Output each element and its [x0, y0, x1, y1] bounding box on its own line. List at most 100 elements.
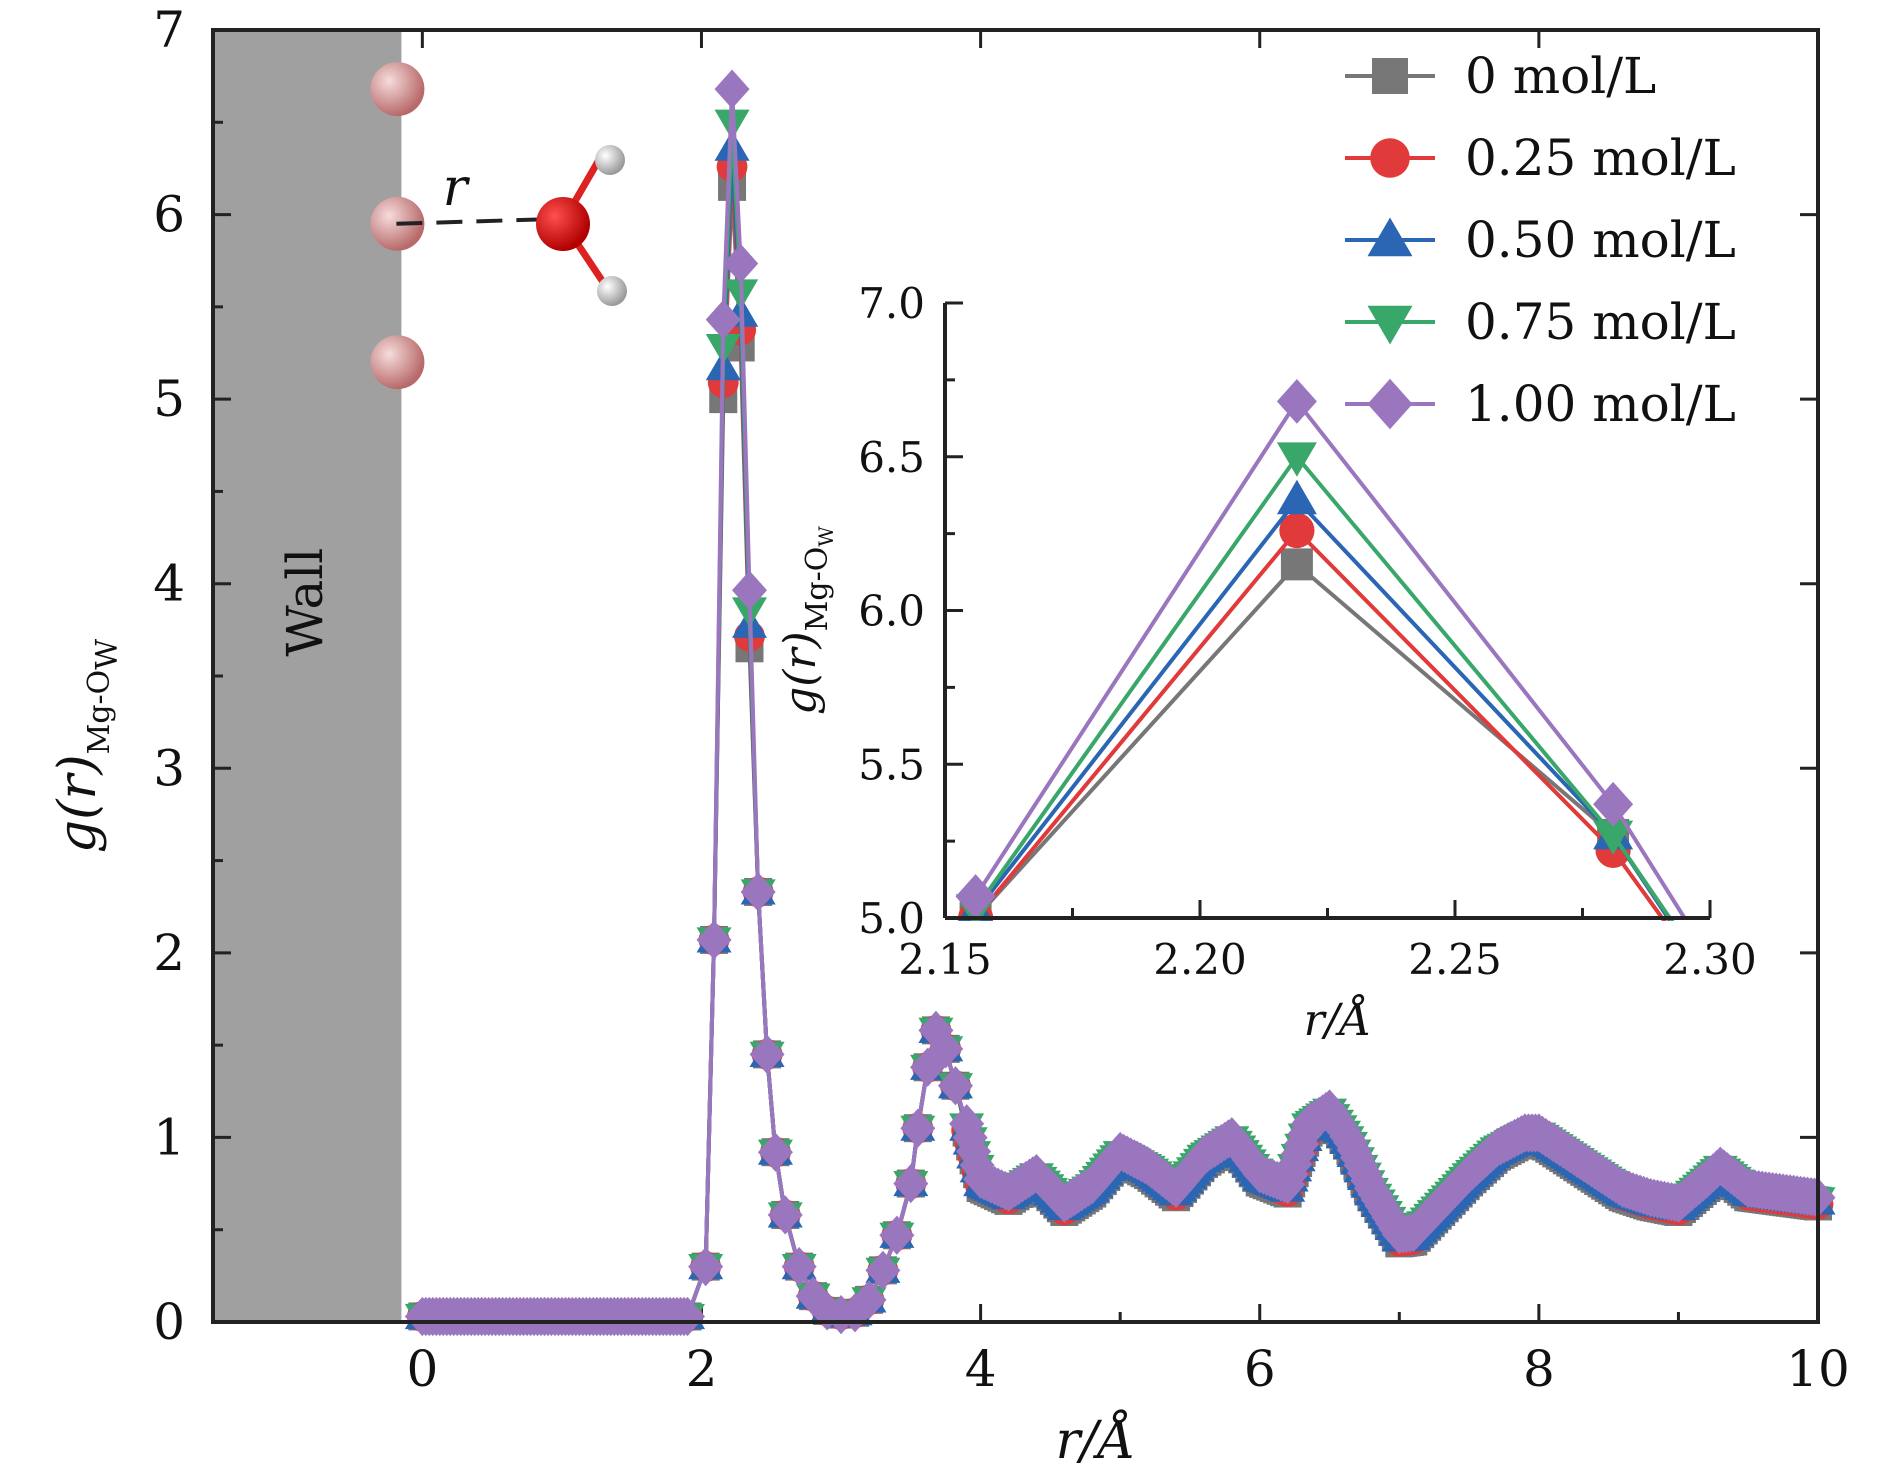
y-tick-label: 2: [153, 924, 185, 982]
y-tick-label: 5: [153, 370, 185, 428]
inset-series-0: [959, 548, 1673, 921]
inset-y-tick-label: 5.0: [858, 894, 925, 943]
data-point: [723, 243, 759, 284]
data-point: [757, 1132, 793, 1172]
main-ticks: 0 2 4 6 8 10 0 1 2 3 4 5 6 7: [153, 1, 1850, 1398]
inset-y-tick-label: 6.5: [858, 433, 925, 482]
data-point: [879, 1215, 915, 1255]
inset-x-tick-label: 2.20: [1153, 935, 1247, 984]
inset-y-axis-title-sub: Mg-O: [800, 547, 835, 632]
main-x-axis-title: r/Å: [1056, 1409, 1136, 1471]
legend-marker: [1372, 58, 1408, 94]
inset-series-line: [973, 453, 1675, 921]
main-y-axis-title: g(r)Mg-OW: [48, 639, 125, 853]
inset-ticks: 2.15 2.20 2.25 2.30 5.0 5.5 6.0 6.5 7.0: [858, 279, 1757, 984]
legend-marker: [1367, 217, 1413, 257]
inset-x-axis-title: r/Å: [1304, 993, 1372, 1046]
h-atom: [597, 276, 627, 306]
inset-series-3: [955, 442, 1675, 921]
data-point: [696, 920, 732, 960]
x-tick-label: 2: [686, 1340, 718, 1398]
inset-data-point: [1279, 512, 1315, 549]
x-tick-label: 0: [406, 1340, 438, 1398]
data-point: [893, 1163, 929, 1204]
data-point: [688, 1247, 724, 1287]
x-tick-label: 10: [1786, 1340, 1850, 1398]
main-y-axis-title-main: g(r): [48, 754, 108, 853]
legend-entry: 1.00 mol/L: [1345, 375, 1736, 433]
legend-label: 0.50 mol/L: [1465, 211, 1736, 269]
inset-x-tick-label: 2.25: [1408, 935, 1502, 984]
y-tick-label: 6: [153, 186, 185, 244]
data-point: [781, 1247, 817, 1287]
data-point: [851, 1280, 887, 1320]
legend-label: 1.00 mol/L: [1465, 375, 1736, 433]
h-atom: [595, 145, 625, 175]
legend-entry: 0.50 mol/L: [1345, 211, 1736, 269]
wall-region: [213, 30, 402, 1322]
inset-series-line: [974, 561, 1673, 921]
data-point: [928, 1029, 964, 1069]
inset-series-line: [973, 397, 1687, 920]
inset-data-point: [1280, 548, 1313, 581]
inset-series-2: [958, 479, 1673, 921]
legend-label: 0.25 mol/L: [1465, 129, 1736, 187]
x-tick-label: 6: [1244, 1340, 1276, 1398]
data-point: [670, 1296, 706, 1337]
mg-atom: [370, 62, 425, 117]
legend-entry: 0 mol/L: [1345, 47, 1656, 105]
inset-series-4: [955, 379, 1687, 920]
mg-atom: [370, 335, 425, 390]
y-tick-label: 3: [153, 739, 185, 797]
inset-y-tick-label: 5.5: [858, 740, 925, 789]
data-point: [749, 1034, 785, 1074]
inset-y-axis-title-subsub: W: [814, 526, 838, 547]
inset-y-tick-label: 7.0: [858, 279, 925, 328]
inset-x-tick-label: 2.15: [898, 935, 992, 984]
distance-line: [396, 216, 561, 226]
main-plot-frame: [211, 28, 1820, 1324]
y-tick-label: 4: [153, 555, 185, 613]
legend-entry: 0.25 mol/L: [1345, 129, 1736, 187]
o-atom: [536, 197, 590, 251]
inset-x-tick-label: 2.30: [1663, 935, 1757, 984]
y-tick-label: 1: [153, 1108, 185, 1166]
legend-label: 0.75 mol/L: [1465, 293, 1736, 351]
inset-data-point: [1276, 479, 1317, 515]
y-tick-label: 7: [153, 1, 185, 59]
legend-entry: 0.75 mol/L: [1345, 293, 1736, 351]
inset-data-point: [1276, 442, 1317, 477]
inset-y-axis-title: g(r)Mg-OW: [775, 526, 838, 715]
legend-marker: [1367, 305, 1413, 345]
series-100molL: [404, 69, 1836, 1337]
data-point: [705, 300, 741, 340]
data-point: [865, 1250, 901, 1290]
data-point: [767, 1195, 803, 1235]
water-molecule-schematic: [370, 62, 627, 390]
data-point: [937, 1066, 973, 1106]
inset-series-1: [958, 512, 1667, 921]
data-point: [714, 69, 750, 109]
wall-label: Wall: [276, 548, 334, 657]
legend-label: 0 mol/L: [1465, 47, 1656, 105]
legend-marker: [1367, 378, 1413, 430]
inset-series: [955, 379, 1687, 921]
legend: 0 mol/L 0.25 mol/L 0.50 mol/L 0.75 mol/L 1.0…: [1345, 47, 1736, 433]
data-point: [900, 1108, 936, 1148]
y-tick-label: 0: [153, 1293, 185, 1351]
inset-y-axis-title-main: g(r): [775, 631, 826, 715]
x-tick-label: 8: [1523, 1340, 1555, 1398]
inset-axes: [943, 303, 1710, 920]
distance-r-label: r: [443, 158, 471, 218]
data-point: [731, 570, 767, 610]
inset-y-tick-label: 6.0: [858, 587, 925, 636]
inset-data-point: [1593, 820, 1634, 855]
main-y-axis-title-sub: Mg-O: [82, 670, 117, 755]
inset-data-point: [1593, 781, 1634, 827]
legend-marker: [1370, 138, 1410, 178]
data-point: [740, 872, 776, 912]
main-y-axis-title-subsub: W: [90, 639, 125, 670]
inset-series-line: [974, 527, 1667, 921]
inset-data-point: [1276, 379, 1317, 424]
